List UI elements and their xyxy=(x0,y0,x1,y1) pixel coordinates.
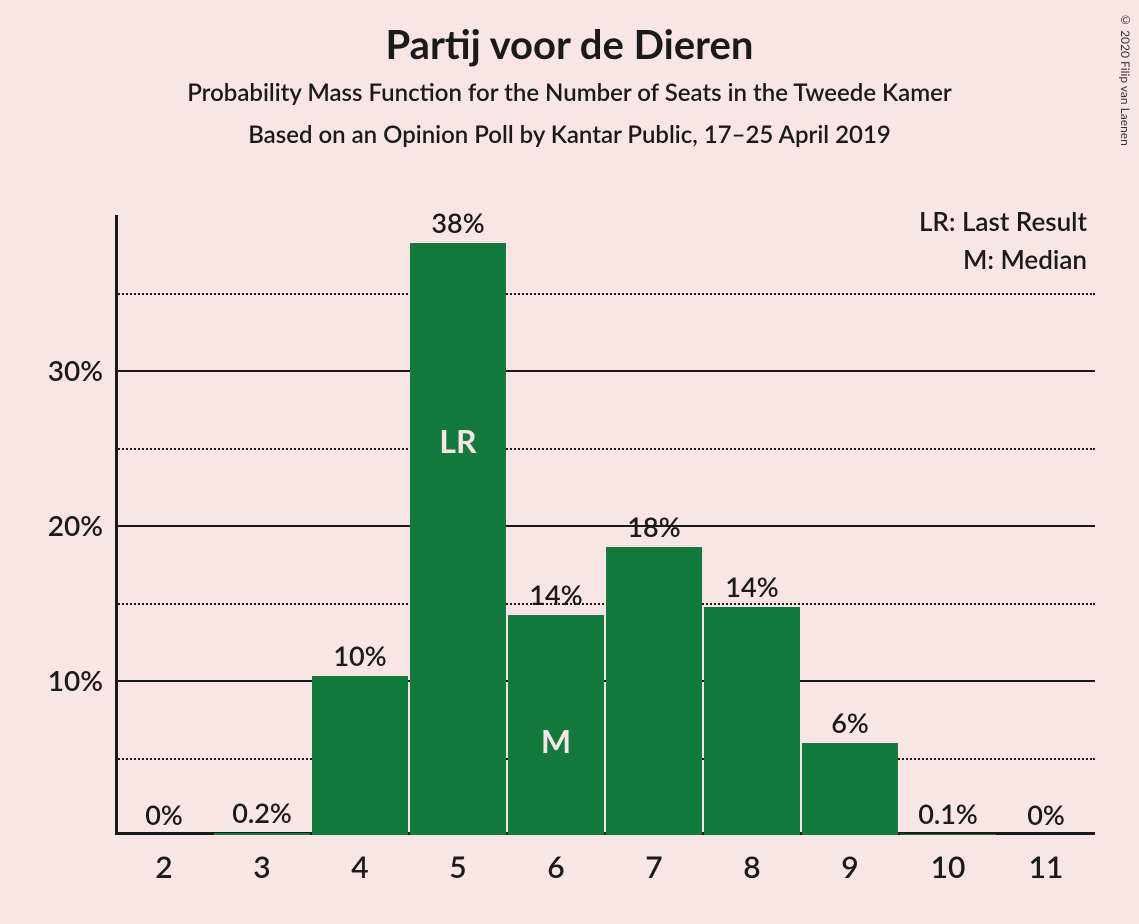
bar-value-label: 18% xyxy=(605,510,703,543)
bar-value-label: 0.1% xyxy=(899,797,997,830)
bar xyxy=(606,547,702,835)
bar xyxy=(802,743,898,835)
x-tick-label: 7 xyxy=(605,849,703,885)
x-tick-label: 6 xyxy=(507,849,605,885)
bar-value-label: 38% xyxy=(409,206,507,239)
chart-subtitle-2: Based on an Opinion Poll by Kantar Publi… xyxy=(0,120,1139,149)
bar-annotation: M xyxy=(507,721,605,760)
bar-value-label: 0% xyxy=(115,798,213,831)
grid-major xyxy=(115,370,1095,372)
bar xyxy=(900,834,996,835)
grid-minor xyxy=(115,448,1095,450)
y-tick-label: 30% xyxy=(13,353,103,387)
y-tick-label: 20% xyxy=(13,508,103,542)
x-tick-label: 2 xyxy=(115,849,213,885)
copyright-text: © 2020 Filip van Laenen xyxy=(1118,12,1133,146)
x-tick-label: 3 xyxy=(213,849,311,885)
grid-minor xyxy=(115,293,1095,295)
chart-title: Partij voor de Dieren xyxy=(0,20,1139,68)
x-tick-label: 10 xyxy=(899,849,997,885)
bar-value-label: 14% xyxy=(507,578,605,611)
bar xyxy=(704,607,800,835)
legend-entry: M: Median xyxy=(963,243,1087,275)
x-tick-label: 4 xyxy=(311,849,409,885)
x-tick-label: 9 xyxy=(801,849,899,885)
bar-value-label: 0% xyxy=(997,798,1095,831)
x-tick-label: 11 xyxy=(997,849,1095,885)
bar-value-label: 6% xyxy=(801,706,899,739)
chart-subtitle-1: Probability Mass Function for the Number… xyxy=(0,78,1139,107)
y-tick-label: 10% xyxy=(13,663,103,697)
bar xyxy=(214,833,310,835)
pmf-bar-chart: 10%20%30%0%20.2%310%438%514%618%714%86%9… xyxy=(115,215,1095,835)
bar-annotation: LR xyxy=(409,421,507,460)
bar-value-label: 14% xyxy=(703,570,801,603)
legend-entry: LR: Last Result xyxy=(919,205,1087,237)
bar-value-label: 10% xyxy=(311,639,409,672)
x-tick-label: 5 xyxy=(409,849,507,885)
bar-value-label: 0.2% xyxy=(213,796,311,829)
bar xyxy=(312,676,408,835)
bar xyxy=(410,243,506,835)
x-tick-label: 8 xyxy=(703,849,801,885)
